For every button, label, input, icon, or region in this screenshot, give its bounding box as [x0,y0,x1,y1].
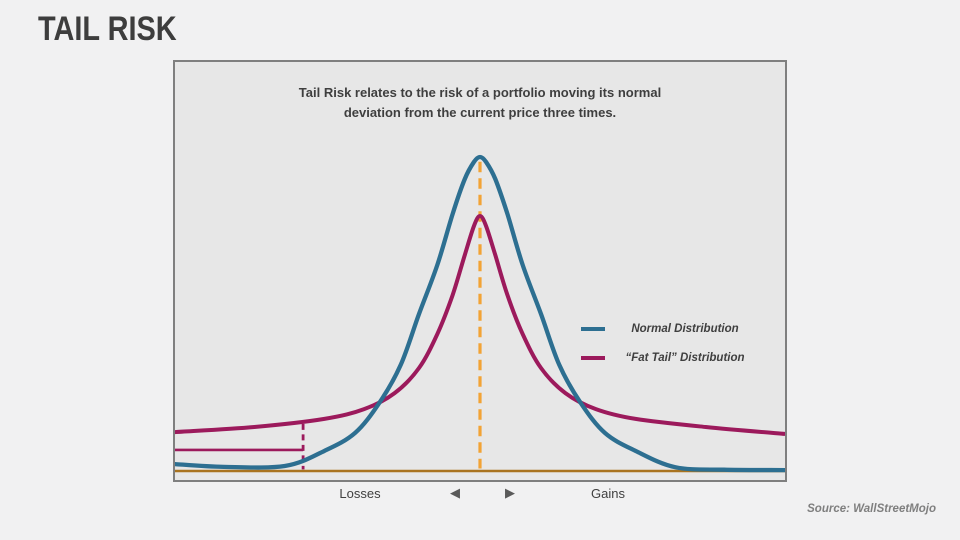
legend-label-fat-tail: “Fat Tail” Distribution [625,351,745,364]
chart-description: Tail Risk relates to the risk of a portf… [175,83,785,123]
legend-item-normal: Normal Distribution [580,314,764,343]
legend-item-fat-tail: “Fat Tail” Distribution [580,343,764,372]
chart-description-line1: Tail Risk relates to the risk of a portf… [298,85,662,100]
losses-label: Losses [339,486,381,501]
chart-description-line2: deviation from the current price three t… [343,105,617,120]
page-title: TAIL RISK [38,10,177,48]
distribution-chart [175,154,785,473]
arrow-left-icon: ◀ [450,485,460,500]
normal-curve [175,154,785,473]
gains-label: Gains [591,486,625,501]
chart-legend: Normal Distribution “Fat Tail” Distribut… [580,314,764,372]
chart-panel: Tail Risk relates to the risk of a portf… [173,60,787,482]
fat-tail-curve [175,214,785,436]
legend-label-normal: Normal Distribution [631,322,739,335]
fat-tail-line-swatch-icon [581,355,605,360]
source-credit: Source: WallStreetMojo [807,503,936,515]
arrow-right-icon: ▶ [505,485,515,500]
normal-line-swatch-icon [581,326,605,331]
